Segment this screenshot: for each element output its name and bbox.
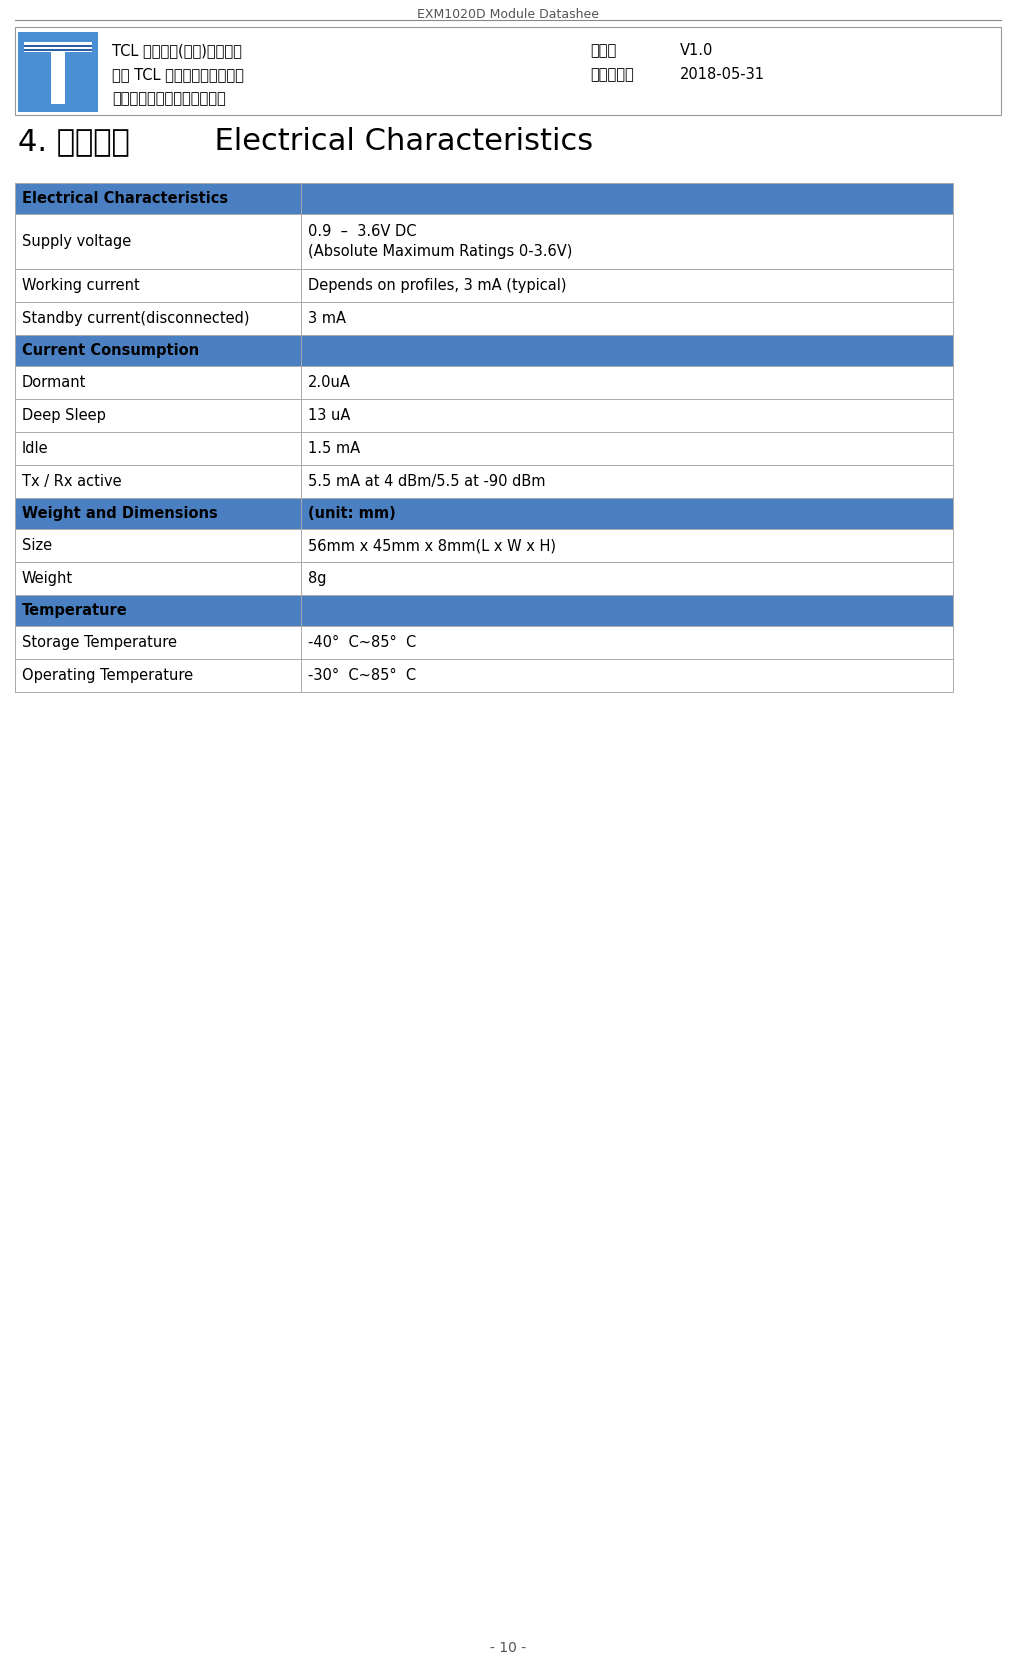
Text: 8g: 8g [308, 572, 326, 587]
Text: Storage Temperature: Storage Temperature [22, 635, 177, 650]
Bar [15, 302, 953, 335]
Text: 2018-05-31: 2018-05-31 [680, 67, 765, 82]
Text: Dormant: Dormant [22, 375, 86, 390]
Bar [15, 268, 953, 302]
Text: Idle: Idle [22, 442, 49, 457]
Bar [24, 48, 92, 52]
Bar [24, 42, 92, 52]
Bar [15, 335, 953, 367]
Bar [15, 562, 953, 595]
Text: Temperature: Temperature [22, 603, 128, 618]
Bar [15, 27, 1001, 115]
Bar [51, 52, 65, 103]
Text: 4. 电气特性: 4. 电气特性 [18, 127, 130, 157]
Bar [15, 398, 953, 432]
Bar [24, 45, 92, 47]
Text: 0.9  –  3.6V DC: 0.9 – 3.6V DC [308, 223, 417, 238]
Bar [15, 432, 953, 465]
Text: Deep Sleep: Deep Sleep [22, 408, 106, 423]
Text: Supply voltage: Supply voltage [22, 233, 131, 248]
Bar [15, 465, 953, 498]
Text: 1.5 mA: 1.5 mA [308, 442, 361, 457]
Text: 版本：: 版本： [590, 43, 617, 58]
Text: Tx / Rx active: Tx / Rx active [22, 473, 122, 488]
Bar [15, 658, 953, 692]
Bar [15, 528, 953, 562]
Bar [15, 595, 953, 627]
Text: 惠州 TCL 音视频电子有限公司: 惠州 TCL 音视频电子有限公司 [112, 67, 244, 82]
Text: Working current: Working current [22, 278, 140, 293]
Bar [15, 183, 953, 213]
Text: Weight and Dimensions: Weight and Dimensions [22, 507, 217, 522]
Text: V1.0: V1.0 [680, 43, 713, 58]
Text: Standby current(disconnected): Standby current(disconnected) [22, 312, 250, 327]
Text: 生效日期：: 生效日期： [590, 67, 634, 82]
Bar [18, 32, 98, 112]
Text: Operating Temperature: Operating Temperature [22, 668, 193, 683]
Text: EXM1020D Module Datashee: EXM1020D Module Datashee [417, 8, 599, 22]
Text: (unit: mm): (unit: mm) [308, 507, 396, 522]
Bar [15, 213, 953, 268]
Text: -40°  C~85°  C: -40° C~85° C [308, 635, 417, 650]
Text: 13 uA: 13 uA [308, 408, 351, 423]
Text: -30°  C~85°  C: -30° C~85° C [308, 668, 417, 683]
Text: Depends on profiles, 3 mA (typical): Depends on profiles, 3 mA (typical) [308, 278, 567, 293]
Text: 2.0uA: 2.0uA [308, 375, 351, 390]
Text: Weight: Weight [22, 572, 73, 587]
Bar [15, 627, 953, 658]
Text: Current Consumption: Current Consumption [22, 343, 199, 358]
Text: - 10 -: - 10 - [490, 1640, 526, 1655]
Text: Size: Size [22, 538, 52, 553]
Bar [15, 367, 953, 398]
Text: Electrical Characteristics: Electrical Characteristics [22, 192, 229, 207]
Text: 3 mA: 3 mA [308, 312, 346, 327]
Text: 56mm x 45mm x 8mm(L x W x H): 56mm x 45mm x 8mm(L x W x H) [308, 538, 556, 553]
Text: 5.5 mA at 4 dBm/5.5 at -90 dBm: 5.5 mA at 4 dBm/5.5 at -90 dBm [308, 473, 546, 488]
Text: Electrical Characteristics: Electrical Characteristics [195, 127, 593, 157]
Text: (Absolute Maximum Ratings 0-3.6V): (Absolute Maximum Ratings 0-3.6V) [308, 243, 572, 258]
Text: 深圳市通力科技开发有限公司: 深圳市通力科技开发有限公司 [112, 92, 226, 107]
Bar [15, 498, 953, 528]
Text: TCL 通力电子(惠州)有限公司: TCL 通力电子(惠州)有限公司 [112, 43, 242, 58]
